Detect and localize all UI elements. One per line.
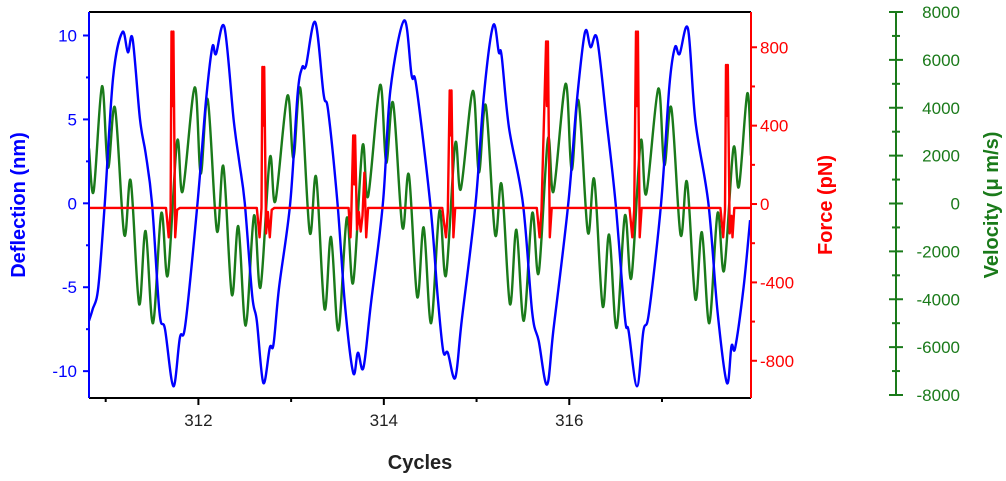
- velocity-series-line: [89, 82, 751, 332]
- deflection-tick-label: -10: [52, 362, 77, 381]
- velocity-tick-label: 6000: [922, 51, 960, 70]
- force-series-line: [89, 30, 751, 239]
- force-tick-label: 0: [760, 195, 769, 214]
- deflection-tick-label: 5: [68, 110, 77, 129]
- force-tick-label: -400: [760, 273, 794, 292]
- x-tick-label: 314: [370, 411, 398, 430]
- force-axis-label: Force (pN): [815, 155, 837, 255]
- velocity-tick-label: -4000: [917, 290, 960, 309]
- series-layer: [89, 19, 751, 388]
- axes-layer: 312 314 3161050-5-108004000-400-8008000600…: [52, 3, 960, 430]
- deflection-tick-label: -5: [62, 278, 77, 297]
- velocity-tick-label: -8000: [917, 386, 960, 405]
- x-tick-label: 316: [555, 411, 583, 430]
- x-tick-label: 312: [184, 411, 212, 430]
- deflection-axis-label: Deflection (nm): [8, 132, 30, 278]
- force-tick-label: 400: [760, 117, 788, 136]
- velocity-tick-label: 0: [951, 195, 960, 214]
- velocity-tick-label: 8000: [922, 3, 960, 22]
- velocity-tick-label: -6000: [917, 338, 960, 357]
- velocity-tick-label: -2000: [917, 242, 960, 261]
- velocity-tick-label: 2000: [922, 147, 960, 166]
- force-tick-label: 800: [760, 38, 788, 57]
- x-axis-label: Cycles: [388, 452, 453, 474]
- velocity-tick-label: 4000: [922, 99, 960, 118]
- deflection-tick-label: 0: [68, 194, 77, 213]
- force-tick-label: -800: [760, 352, 794, 371]
- deflection-series-line: [89, 19, 751, 388]
- deflection-tick-label: 10: [58, 26, 77, 45]
- velocity-axis-label: Velocity (μ m/s): [981, 132, 1003, 279]
